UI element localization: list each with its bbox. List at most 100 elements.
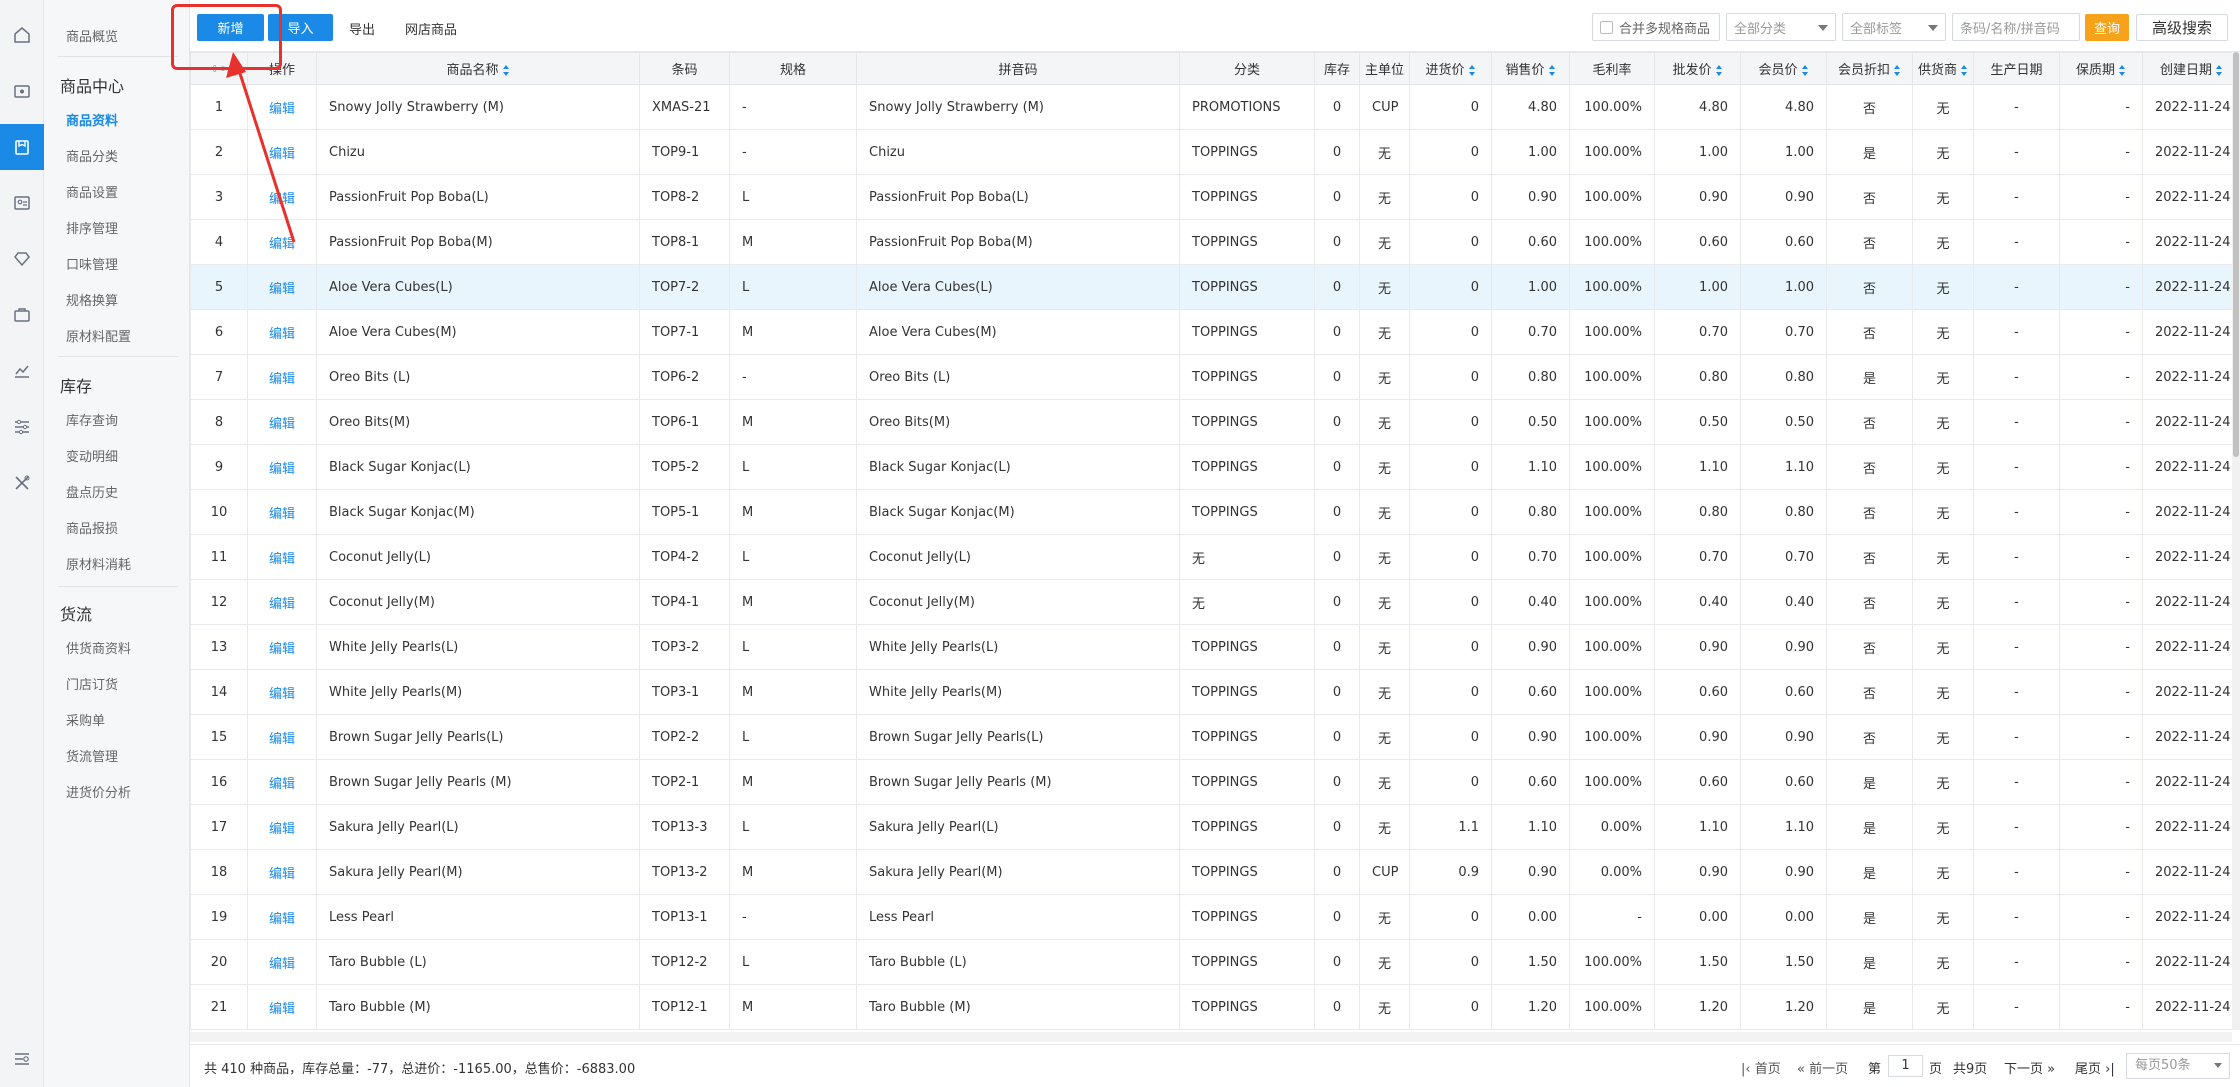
column-header[interactable]: 批发价 xyxy=(1654,52,1741,85)
menu-section-goods-center[interactable]: 商品中心 xyxy=(60,77,125,96)
column-header[interactable]: 保质期 xyxy=(2059,52,2143,85)
edit-link[interactable]: 编辑 xyxy=(268,101,295,117)
table-row[interactable]: 3 编辑 PassionFruit Pop Boba(L) TOP8-2 L Passio… xyxy=(190,174,2240,220)
checkbox-box[interactable] xyxy=(1600,20,1613,34)
sort-icon[interactable] xyxy=(1801,65,1809,76)
edit-link[interactable]: 编辑 xyxy=(268,821,295,837)
sort-icon[interactable] xyxy=(1468,65,1476,76)
menu-item-material-config[interactable]: 原材料配置 xyxy=(66,330,132,345)
menu-item-logistics-manage[interactable]: 货流管理 xyxy=(66,750,119,765)
goods-icon[interactable] xyxy=(0,124,44,170)
import-button[interactable]: 导入 xyxy=(268,14,333,41)
menu-item-goods-info[interactable]: 商品资料 xyxy=(66,114,119,129)
table-row[interactable]: 11 编辑 Coconut Jelly(L) TOP4-2 L Coconut Jelly… xyxy=(190,534,2240,580)
menu-item-purchase-price-analysis[interactable]: 进货价分析 xyxy=(66,786,132,801)
diamond-icon[interactable] xyxy=(0,236,44,282)
first-page-button[interactable]: |‹ 首页 xyxy=(1741,1058,1781,1077)
edit-link[interactable]: 编辑 xyxy=(268,551,295,567)
advanced-search-button[interactable]: 高级搜索 xyxy=(2136,14,2228,41)
edit-link[interactable]: 编辑 xyxy=(268,236,295,252)
page-size-select[interactable]: 每页50条 xyxy=(2126,1053,2230,1079)
menu-item-goods-category[interactable]: 商品分类 xyxy=(66,150,119,165)
edit-link[interactable]: 编辑 xyxy=(268,866,295,882)
category-select[interactable]: 全部分类 xyxy=(1726,13,1836,41)
table-row[interactable]: 10 编辑 Black Sugar Konjac(M) TOP5-1 M Black Su… xyxy=(190,489,2240,535)
menu-section-inventory[interactable]: 库存 xyxy=(60,377,93,396)
edit-link[interactable]: 编辑 xyxy=(268,506,295,522)
member-card-icon[interactable] xyxy=(0,180,44,226)
table-row[interactable]: 8 编辑 Oreo Bits(M) TOP6-1 M Oreo Bits(M) TOPPIN… xyxy=(190,399,2240,445)
menu-goods-overview[interactable]: 商品概览 xyxy=(66,30,119,45)
table-row[interactable]: 2 编辑 Chizu TOP9-1- Chizu TOPPINGS 0 无 0 1.00 100.0… xyxy=(190,129,2240,175)
table-row[interactable]: 21 编辑 Taro Bubble (M) TOP12-1 M Taro Bubble (… xyxy=(190,984,2240,1030)
edit-link[interactable]: 编辑 xyxy=(268,326,295,342)
table-row[interactable]: 17 编辑 Sakura Jelly Pearl(L) TOP13-3 L Sakura … xyxy=(190,804,2240,850)
query-button[interactable]: 查询 xyxy=(2085,14,2129,41)
table-row[interactable]: 18 编辑 Sakura Jelly Pearl(M) TOP13-2 M Sakura … xyxy=(190,849,2240,895)
prev-page-button[interactable]: « 前一页 xyxy=(1797,1058,1848,1077)
table-row[interactable]: 19 编辑 Less Pearl TOP13-1- Less Pearl TOPPINGS… xyxy=(190,894,2240,940)
column-header[interactable]: 销售价 xyxy=(1491,52,1570,85)
edit-link[interactable]: 编辑 xyxy=(268,371,295,387)
column-header[interactable]: 供货商 xyxy=(1912,52,1974,85)
search-input[interactable]: 条码/名称/拼音码 xyxy=(1952,13,2080,41)
table-row[interactable]: 13 编辑 White Jelly Pearls(L) TOP3-2 L White Je… xyxy=(190,624,2240,670)
edit-link[interactable]: 编辑 xyxy=(268,596,295,612)
menu-item-change-detail[interactable]: 变动明细 xyxy=(66,450,119,465)
collapse-menu-icon[interactable] xyxy=(0,1036,44,1082)
edit-link[interactable]: 编辑 xyxy=(268,1001,295,1017)
edit-link[interactable]: 编辑 xyxy=(268,281,295,297)
edit-link[interactable]: 编辑 xyxy=(268,956,295,972)
menu-item-flavor-manage[interactable]: 口味管理 xyxy=(66,258,119,273)
menu-item-stock-query[interactable]: 库存查询 xyxy=(66,414,119,429)
edit-link[interactable]: 编辑 xyxy=(268,686,295,702)
column-header[interactable]: 创建日期 xyxy=(2142,52,2240,85)
sort-icon[interactable] xyxy=(502,65,510,76)
staff-icon[interactable] xyxy=(0,292,44,338)
sort-icon[interactable] xyxy=(1894,65,1901,76)
sort-icon[interactable] xyxy=(2119,65,2126,76)
table-row[interactable]: 20 编辑 Taro Bubble (L) TOP12-2 L Taro Bubble (… xyxy=(190,939,2240,985)
tools-icon[interactable] xyxy=(0,460,44,506)
column-header[interactable]: 商品名称 xyxy=(316,52,640,85)
table-row[interactable]: 7 编辑 Oreo Bits (L) TOP6-2- Oreo Bits (L) TOPP… xyxy=(190,354,2240,400)
last-page-button[interactable]: 尾页 ›| xyxy=(2075,1058,2115,1077)
next-page-button[interactable]: 下一页 » xyxy=(2004,1058,2055,1077)
edit-link[interactable]: 编辑 xyxy=(268,416,295,432)
table-row[interactable]: 4 编辑 PassionFruit Pop Boba(M) TOP8-1 M Passio… xyxy=(190,219,2240,265)
sort-icon[interactable] xyxy=(1961,65,1968,76)
table-row[interactable]: 16 编辑 Brown Sugar Jelly Pearls (M) TOP2-1 M B… xyxy=(190,759,2240,805)
menu-item-stocktake-history[interactable]: 盘点历史 xyxy=(66,486,119,501)
menu-item-goods-settings[interactable]: 商品设置 xyxy=(66,186,119,201)
edit-link[interactable]: 编辑 xyxy=(268,776,295,792)
table-row[interactable]: 1 编辑 Snowy Jolly Strawberry (M) XMAS-21- Sno… xyxy=(190,84,2240,130)
column-header[interactable]: 会员折扣 xyxy=(1826,52,1913,85)
edit-link[interactable]: 编辑 xyxy=(268,191,295,207)
column-header[interactable]: 进货价 xyxy=(1409,52,1492,85)
online-store-goods-button[interactable]: 网店商品 xyxy=(405,23,458,38)
menu-item-spec-convert[interactable]: 规格换算 xyxy=(66,294,119,309)
export-button[interactable]: 导出 xyxy=(349,23,376,38)
sort-icon[interactable] xyxy=(1548,65,1556,76)
edit-link[interactable]: 编辑 xyxy=(268,731,295,747)
menu-item-material-consume[interactable]: 原材料消耗 xyxy=(66,558,132,573)
table-row[interactable]: 5 编辑 Aloe Vera Cubes(L) TOP7-2 L Aloe Vera Cu… xyxy=(190,264,2240,310)
cashier-icon[interactable] xyxy=(0,68,44,114)
scrollbar-thumb[interactable] xyxy=(2233,52,2239,457)
add-button[interactable]: 新增 xyxy=(197,14,264,41)
home-icon[interactable] xyxy=(0,12,44,58)
sort-icon[interactable] xyxy=(1715,65,1723,76)
menu-section-logistics[interactable]: 货流 xyxy=(60,605,93,624)
menu-item-supplier-info[interactable]: 供货商资料 xyxy=(66,642,132,657)
menu-item-sort-manage[interactable]: 排序管理 xyxy=(66,222,119,237)
edit-link[interactable]: 编辑 xyxy=(268,911,295,927)
tag-select[interactable]: 全部标签 xyxy=(1842,13,1946,41)
table-row[interactable]: 9 编辑 Black Sugar Konjac(L) TOP5-2 L Black Sug… xyxy=(190,444,2240,490)
vertical-scrollbar[interactable] xyxy=(2232,52,2240,1030)
horizontal-scrollbar[interactable] xyxy=(190,1032,2232,1042)
table-row[interactable]: 14 编辑 White Jelly Pearls(M) TOP3-1 M White Je… xyxy=(190,669,2240,715)
edit-link[interactable]: 编辑 xyxy=(268,461,295,477)
sort-icon[interactable] xyxy=(2216,65,2223,76)
table-row[interactable]: 15 编辑 Brown Sugar Jelly Pearls(L) TOP2-2 L Br… xyxy=(190,714,2240,760)
page-number-input[interactable]: 1 xyxy=(1888,1055,1923,1077)
